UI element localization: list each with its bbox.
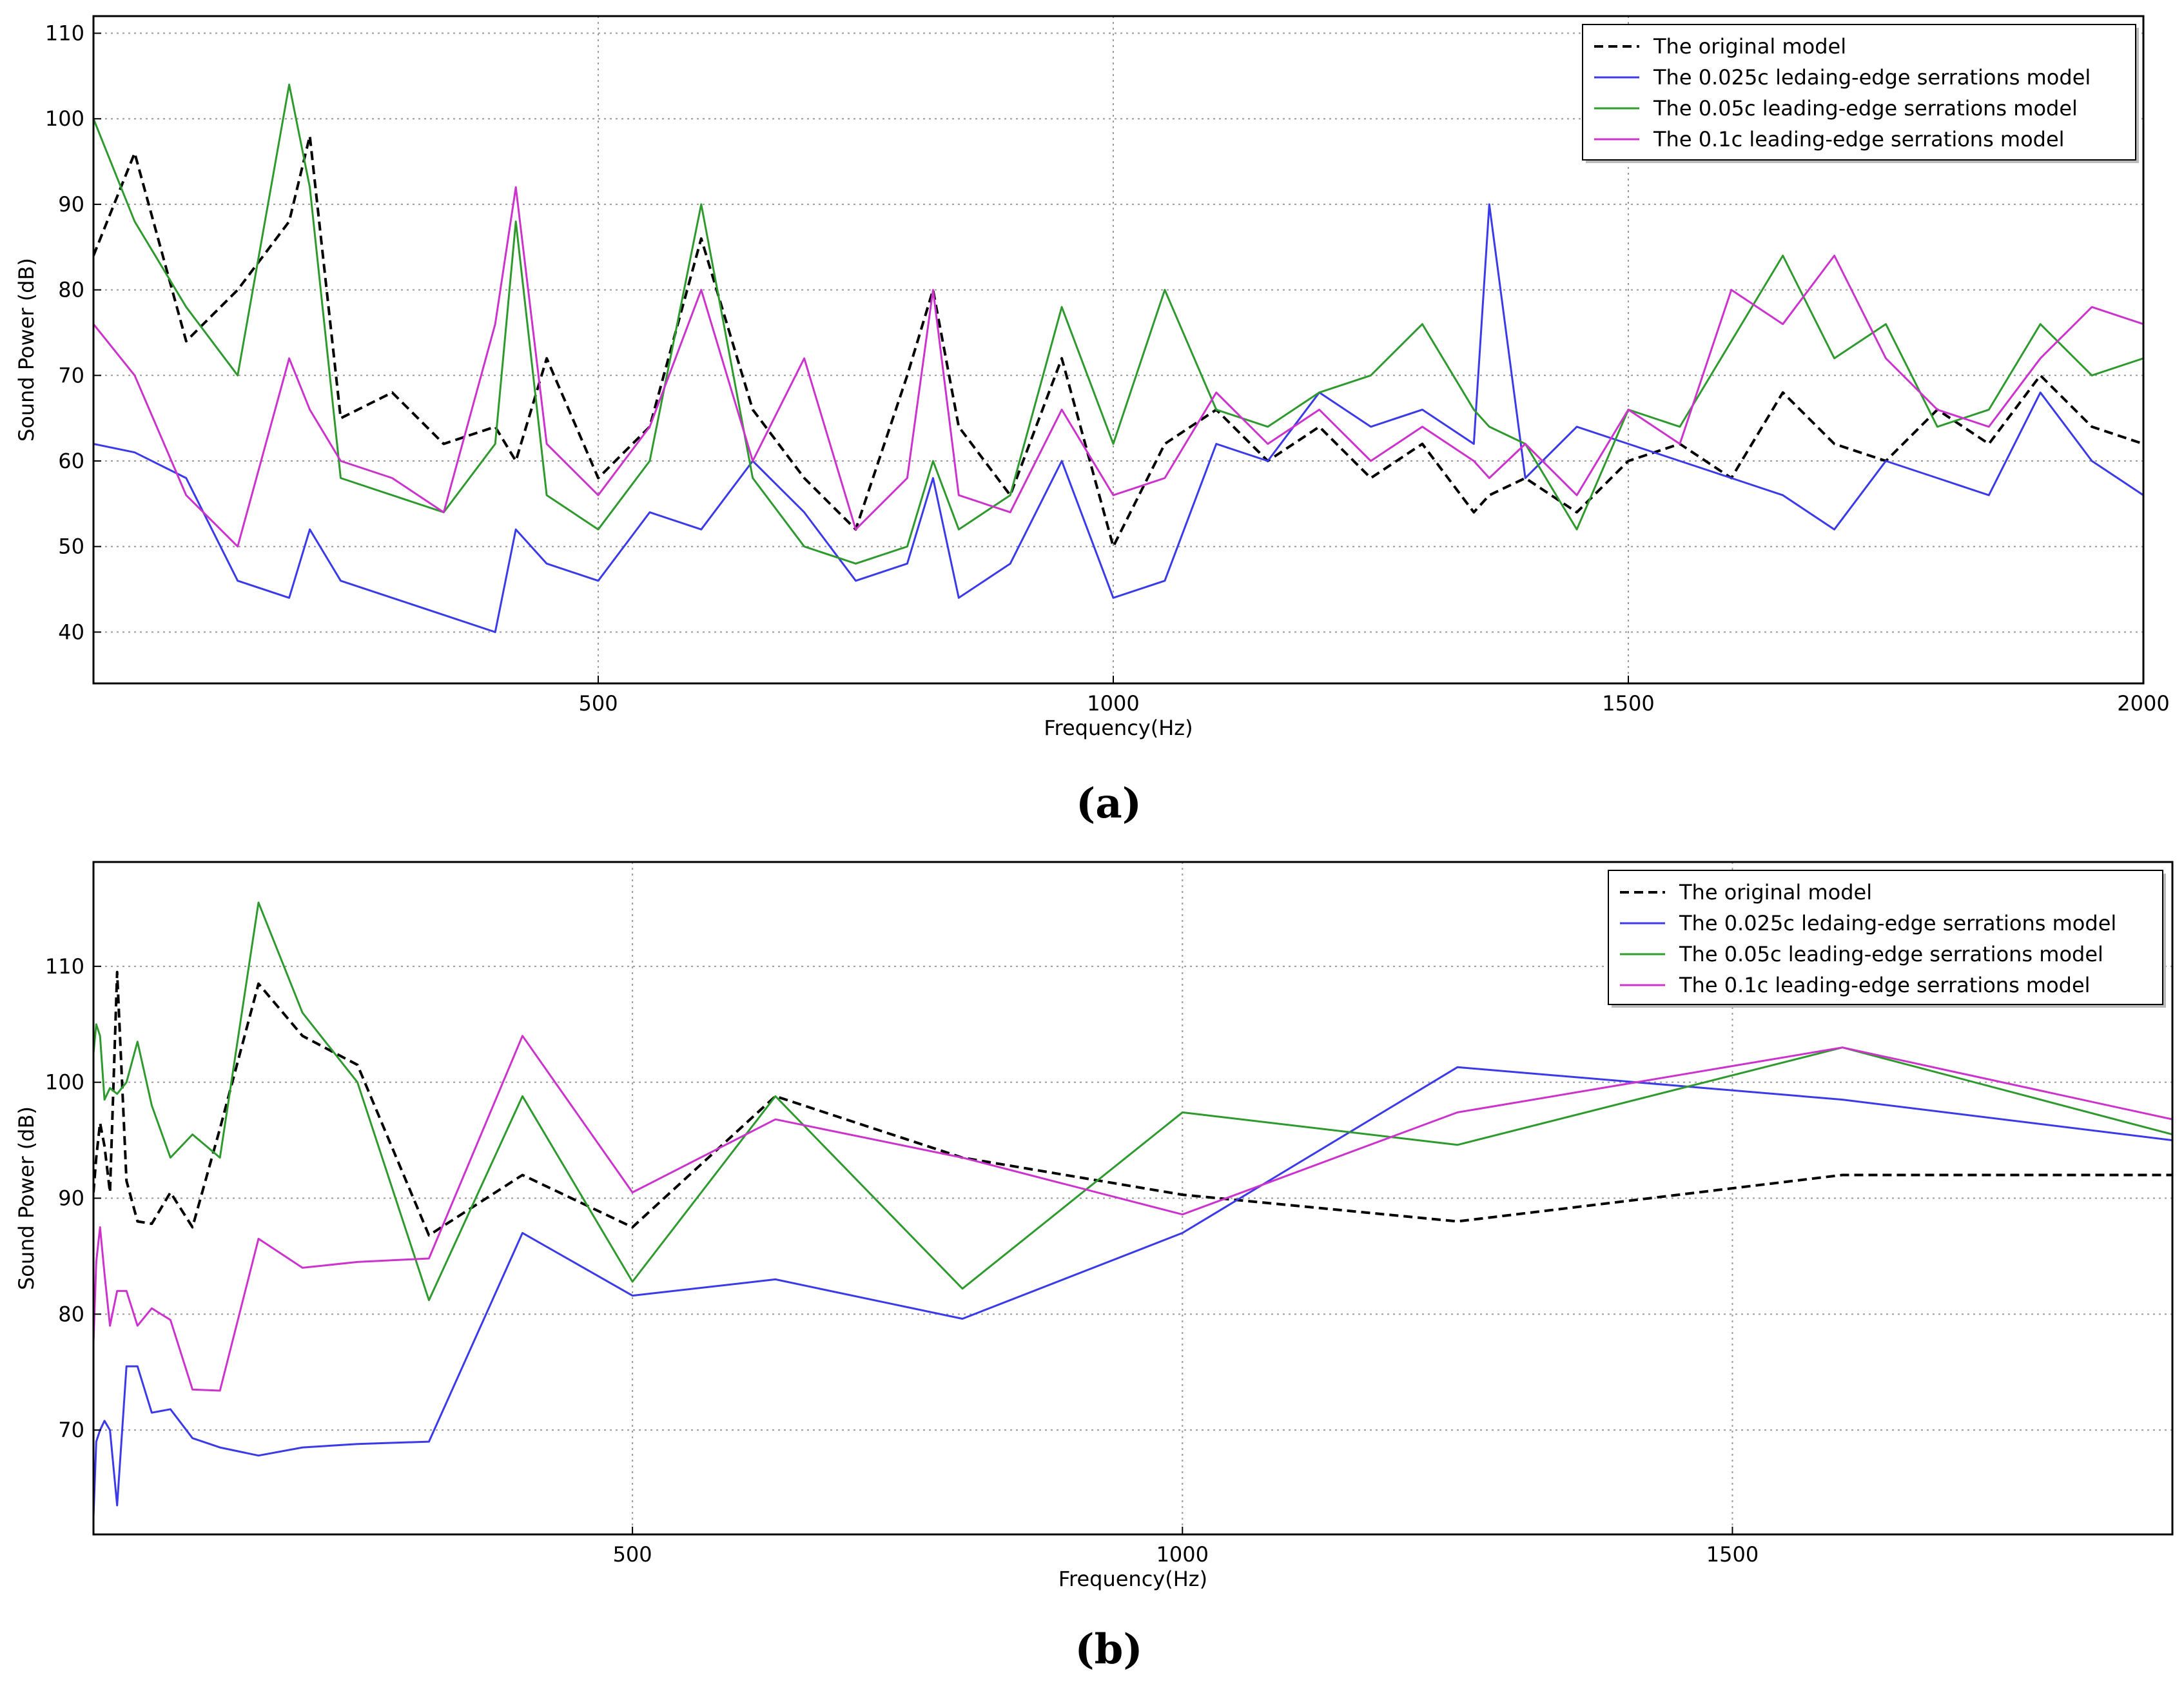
y-tick-label: 90 <box>58 1186 84 1211</box>
x-tick-label: 500 <box>613 1542 652 1567</box>
legend-label-s0025: The 0.025c ledaing-edge serrations model <box>1653 65 2091 90</box>
x-tick-label: 1500 <box>1706 1542 1759 1567</box>
x-axis-label: Frequency(Hz) <box>1058 1567 1207 1591</box>
legend-label-original: The original model <box>1653 34 1846 59</box>
legend-label-s01: The 0.1c leading-edge serrations model <box>1679 973 2091 997</box>
x-tick-label: 1000 <box>1087 691 1139 716</box>
series-line-s01 <box>93 186 2143 548</box>
y-tick-label: 80 <box>58 1302 84 1326</box>
series-line-s01 <box>93 1035 2172 1392</box>
chart-panel-a: (a) 500 1000 1500 2000 40 50 60 70 80 90 100 110 Fre… <box>14 15 2170 828</box>
y-axis-label: Sound Power (dB) <box>14 1106 39 1290</box>
y-tick-label: 40 <box>58 620 84 644</box>
y-tick-label: 110 <box>45 954 84 979</box>
y-tick-label: 100 <box>45 106 84 131</box>
series-line-original <box>93 970 2172 1237</box>
plot-frame <box>92 15 2145 685</box>
series-line-s0025 <box>93 1066 2172 1518</box>
x-tick-label: 500 <box>578 691 618 716</box>
x-axis-label: Frequency(Hz) <box>1044 716 1193 740</box>
y-axis-label: Sound Power (dB) <box>14 258 39 442</box>
legend-label-original: The original model <box>1679 880 1872 905</box>
x-tick-label: 1500 <box>1602 691 1654 716</box>
legend-label-s005: The 0.05c leading-edge serrations model <box>1653 96 2078 121</box>
y-tick-label: 60 <box>58 449 84 473</box>
legend-label-s0025: The 0.025c ledaing-edge serrations model <box>1679 911 2116 935</box>
legend: The original model The 0.025c ledaing-edg… <box>1608 870 2166 1008</box>
legend: The original model The 0.025c ledaing-edg… <box>1582 24 2139 163</box>
series-line-s005 <box>93 83 2143 565</box>
y-tick-label: 110 <box>45 21 84 46</box>
y-tick-label: 100 <box>45 1070 84 1095</box>
panel-label-b: (b) <box>1075 1625 1142 1674</box>
legend-box <box>1582 24 2136 161</box>
x-tick-label: 1000 <box>1156 1542 1209 1567</box>
y-tick-label: 70 <box>58 363 84 387</box>
chart-panel-b: (b) 500 1000 1500 70 80 90 100 110 Frequency(Hz)… <box>14 861 2174 1674</box>
y-tick-label: 50 <box>58 534 84 559</box>
legend-box <box>1608 870 2163 1005</box>
panel-label-a: (a) <box>1076 779 1142 828</box>
series-line-s0025 <box>93 203 2143 633</box>
series-line-original <box>93 134 2143 548</box>
y-tick-label: 90 <box>58 192 84 217</box>
legend-label-s01: The 0.1c leading-edge serrations model <box>1653 127 2065 152</box>
series-line-s005 <box>93 901 2172 1302</box>
x-tick-label: 2000 <box>2117 691 2169 716</box>
y-tick-label: 70 <box>58 1418 84 1442</box>
y-tick-label: 80 <box>58 278 84 302</box>
legend-label-s005: The 0.05c leading-edge serrations model <box>1679 942 2103 966</box>
